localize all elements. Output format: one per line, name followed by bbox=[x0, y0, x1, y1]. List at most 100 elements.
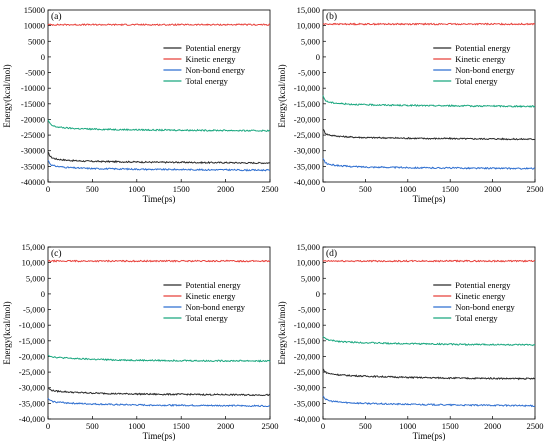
y-tick-label: -15,000 bbox=[294, 336, 320, 346]
legend-label-total: Total energy bbox=[455, 76, 498, 86]
y-tick-label: -5000 bbox=[25, 68, 45, 78]
legend-label-kinetic: Kinetic energy bbox=[185, 291, 236, 301]
x-tick-label: 1000 bbox=[399, 421, 416, 431]
y-tick-label: -40000 bbox=[21, 177, 45, 187]
y-tick-label: -40,000 bbox=[19, 414, 45, 424]
x-tick-label: 2000 bbox=[217, 184, 234, 194]
series-line-kinetic bbox=[47, 23, 271, 27]
y-tick-label: -30,000 bbox=[294, 146, 320, 156]
x-tick-label: 500 bbox=[359, 421, 372, 431]
x-tick-label: 0 bbox=[321, 421, 325, 431]
x-tick-label: 2500 bbox=[527, 184, 544, 194]
legend-label-nonbond: Non-bond energy bbox=[455, 302, 515, 312]
y-tick-label: 5000 bbox=[28, 36, 45, 46]
series-line-total bbox=[47, 354, 271, 363]
y-tick-label: -20,000 bbox=[19, 351, 45, 361]
x-axis-title: Time(ps) bbox=[143, 431, 176, 441]
y-tick-label: -25,000 bbox=[19, 367, 45, 377]
x-tick-label: 2500 bbox=[527, 421, 544, 431]
y-tick-label: 10000 bbox=[24, 21, 45, 31]
panel-label: (d) bbox=[326, 248, 337, 259]
chart-panel-4: 15,000 10,000 5,000 0 -5,000 -10,000 -15,000 -2… bbox=[277, 242, 544, 441]
x-axis-title: Time(ps) bbox=[413, 194, 446, 204]
series-line-kinetic bbox=[322, 259, 536, 263]
x-tick-label: 1000 bbox=[399, 184, 416, 194]
x-tick-label: 2500 bbox=[262, 421, 279, 431]
y-tick-label: -25,000 bbox=[294, 130, 320, 140]
y-tick-label: -25,000 bbox=[294, 367, 320, 377]
x-tick-label: 500 bbox=[86, 421, 99, 431]
y-tick-label: 10,000 bbox=[297, 258, 320, 268]
y-tick-label: -40,000 bbox=[294, 177, 320, 187]
chart-panel-3: 15,000 10,000 5,000 0 -5,000 -10,000 -15,000 -2… bbox=[2, 242, 279, 441]
y-axis-title: Energy(kcal/mol) bbox=[2, 64, 12, 127]
x-tick-label: 1500 bbox=[173, 184, 190, 194]
x-tick-label: 0 bbox=[46, 184, 50, 194]
series-line-kinetic bbox=[322, 22, 536, 26]
y-tick-label: -35,000 bbox=[294, 161, 320, 171]
legend-label-potential: Potential energy bbox=[455, 43, 511, 53]
panel-label: (c) bbox=[51, 248, 62, 259]
y-tick-label: -20,000 bbox=[294, 114, 320, 124]
y-tick-label: -10,000 bbox=[19, 320, 45, 330]
x-tick-label: 2000 bbox=[217, 421, 234, 431]
y-axis-title: Energy(kcal/mol) bbox=[277, 64, 287, 127]
x-tick-label: 0 bbox=[46, 421, 50, 431]
y-tick-label: -30,000 bbox=[294, 383, 320, 393]
x-tick-label: 1000 bbox=[128, 184, 145, 194]
y-tick-label: -5,000 bbox=[23, 305, 45, 315]
series-line-total bbox=[47, 119, 271, 133]
x-tick-label: 1000 bbox=[128, 421, 145, 431]
x-tick-label: 0 bbox=[321, 184, 325, 194]
legend-label-total: Total energy bbox=[185, 76, 228, 86]
series-line-kinetic bbox=[47, 259, 271, 263]
y-tick-label: -25000 bbox=[21, 130, 45, 140]
y-tick-label: -15,000 bbox=[294, 99, 320, 109]
chart-panel-2: 15,000 10,000 5,000 0 -5,000 -10,000 -15,000 -2… bbox=[277, 5, 544, 204]
y-tick-label: -30000 bbox=[21, 146, 45, 156]
y-tick-label: -10000 bbox=[21, 83, 45, 93]
series-line-nonbond bbox=[47, 397, 271, 408]
y-tick-label: 15000 bbox=[24, 5, 45, 15]
x-axis-title: Time(ps) bbox=[413, 431, 446, 441]
y-tick-label: -20,000 bbox=[294, 351, 320, 361]
series-line-potential bbox=[322, 128, 536, 141]
series-line-nonbond bbox=[322, 395, 536, 408]
plot-frame bbox=[47, 246, 271, 420]
y-tick-label: -15,000 bbox=[19, 336, 45, 346]
legend-label-kinetic: Kinetic energy bbox=[455, 291, 506, 301]
y-tick-label: -10,000 bbox=[294, 83, 320, 93]
series-line-potential bbox=[47, 151, 271, 165]
y-tick-label: 0 bbox=[41, 289, 45, 299]
series-line-nonbond bbox=[322, 158, 536, 171]
y-axis-title: Energy(kcal/mol) bbox=[2, 301, 12, 364]
y-tick-label: -30,000 bbox=[19, 383, 45, 393]
y-tick-label: -35000 bbox=[21, 161, 45, 171]
plot-frame bbox=[47, 9, 271, 183]
y-tick-label: -15000 bbox=[21, 99, 45, 109]
x-tick-label: 1500 bbox=[442, 184, 459, 194]
legend-label-nonbond: Non-bond energy bbox=[455, 65, 515, 75]
y-tick-label: -35,000 bbox=[19, 398, 45, 408]
series-line-potential bbox=[47, 387, 271, 397]
legend-label-kinetic: Kinetic energy bbox=[455, 54, 506, 64]
series-line-potential bbox=[322, 368, 536, 381]
y-tick-label: 5,000 bbox=[301, 273, 320, 283]
y-tick-label: -40,000 bbox=[294, 414, 320, 424]
y-tick-label: 0 bbox=[316, 289, 320, 299]
y-tick-label: 5,000 bbox=[301, 36, 320, 46]
y-tick-label: 5,000 bbox=[26, 273, 45, 283]
series-line-total bbox=[322, 335, 536, 347]
x-tick-label: 2000 bbox=[484, 184, 501, 194]
y-tick-label: 15,000 bbox=[22, 242, 45, 252]
y-tick-label: 10,000 bbox=[297, 21, 320, 31]
y-tick-label: 15,000 bbox=[297, 5, 320, 15]
series-line-nonbond bbox=[47, 159, 271, 172]
legend-label-nonbond: Non-bond energy bbox=[185, 302, 245, 312]
y-tick-label: -10,000 bbox=[294, 320, 320, 330]
x-tick-label: 1500 bbox=[173, 421, 190, 431]
legend-label-potential: Potential energy bbox=[185, 43, 241, 53]
legend-label-kinetic: Kinetic energy bbox=[185, 54, 236, 64]
